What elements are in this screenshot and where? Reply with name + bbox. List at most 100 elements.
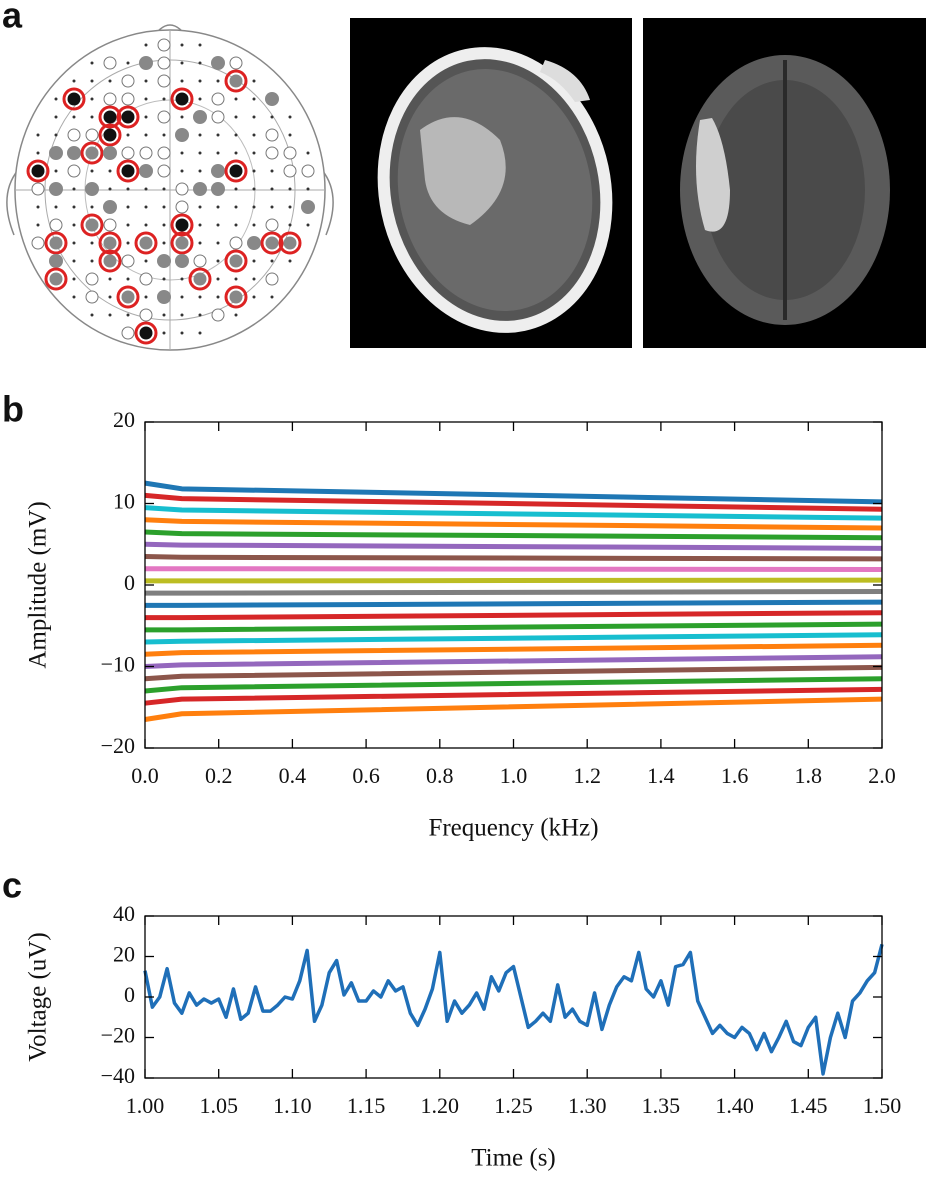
electrode: [175, 236, 189, 250]
electrode: [234, 205, 238, 209]
electrode: [216, 259, 220, 263]
electrode: [67, 92, 81, 106]
electrode: [175, 128, 189, 142]
x-tick-label: 1.40: [715, 1093, 754, 1118]
electrode: [229, 290, 243, 304]
electrode: [72, 223, 76, 227]
electrode: [216, 295, 220, 299]
electrode: [139, 146, 153, 160]
electrode: [234, 187, 238, 191]
electrode: [283, 164, 297, 178]
electrode: [270, 205, 274, 209]
x-tick-label: 1.25: [494, 1093, 533, 1118]
electrode: [85, 128, 99, 142]
electrode-ring: [224, 69, 248, 93]
electrode: [193, 182, 207, 196]
electrode: [121, 164, 135, 178]
data-line: [144, 642, 883, 657]
electrode: [252, 205, 256, 209]
electrode: [229, 56, 243, 70]
electrode: [72, 205, 76, 209]
electrode: [252, 133, 256, 137]
electrode: [126, 223, 130, 227]
y-tick-label: −10: [101, 652, 135, 677]
electrode: [216, 277, 220, 281]
electrode: [144, 79, 148, 83]
electrode: [108, 277, 112, 281]
x-tick-label: 2.0: [868, 763, 896, 788]
electrode-ring: [278, 231, 302, 255]
electrode-map: [6, 24, 334, 351]
electrode: [108, 169, 112, 173]
x-tick-label: 1.00: [126, 1093, 165, 1118]
electrode-ring: [224, 159, 248, 183]
electrode-ring: [62, 87, 86, 111]
electrode: [229, 164, 243, 178]
electrode: [144, 97, 148, 101]
electrode: [198, 223, 202, 227]
x-axis-label: Frequency (kHz): [428, 815, 598, 842]
electrode: [211, 56, 225, 70]
electrode: [265, 146, 279, 160]
plot-frame: [144, 915, 883, 1079]
electrode: [49, 218, 63, 232]
electrode: [144, 205, 148, 209]
x-tick-label: 1.4: [647, 763, 675, 788]
electrode: [126, 277, 130, 281]
electrode: [72, 115, 76, 119]
electrode: [139, 164, 153, 178]
electrode: [229, 74, 243, 88]
x-tick-label: 1.50: [863, 1093, 902, 1118]
electrode: [49, 146, 63, 160]
electrode: [144, 133, 148, 137]
electrode: [306, 223, 310, 227]
electrode: [31, 236, 45, 250]
electrode: [265, 128, 279, 142]
electrode: [67, 164, 81, 178]
x-tick-label: 1.05: [199, 1093, 238, 1118]
x-tick-label: 0.8: [426, 763, 454, 788]
data-line: [144, 632, 883, 645]
x-tick-label: 0.4: [279, 763, 307, 788]
electrode: [162, 187, 166, 191]
electrode: [144, 115, 148, 119]
electrode: [198, 79, 202, 83]
electrode: [283, 236, 297, 250]
electrode: [90, 115, 94, 119]
electrode: [126, 187, 130, 191]
electrode: [265, 218, 279, 232]
electrode: [49, 254, 63, 268]
electrode: [103, 146, 117, 160]
electrode: [306, 151, 310, 155]
electrode: [103, 56, 117, 70]
electrode: [139, 272, 153, 286]
data-line: [144, 492, 883, 512]
electrode: [198, 331, 202, 335]
electrode: [216, 205, 220, 209]
x-tick-label: 1.2: [573, 763, 601, 788]
electrode: [180, 277, 184, 281]
electrode: [157, 146, 171, 160]
panel-label: c: [2, 865, 22, 906]
mri-image: [643, 18, 926, 348]
electrode: [252, 259, 256, 263]
electrode: [180, 79, 184, 83]
electrode: [252, 97, 256, 101]
data-line: [145, 566, 883, 573]
y-tick-label: −20: [101, 733, 135, 758]
electrode: [288, 259, 292, 263]
electrode: [234, 151, 238, 155]
x-axis-label: Time (s): [471, 1145, 556, 1172]
electrode: [72, 187, 76, 191]
electrode: [36, 223, 40, 227]
electrode-ring: [134, 231, 158, 255]
electrode: [198, 133, 202, 137]
electrode: [126, 241, 130, 245]
electrode: [252, 79, 256, 83]
electrode: [270, 259, 274, 263]
x-tick-label: 1.0: [500, 763, 528, 788]
electrode: [301, 164, 315, 178]
electrode: [252, 115, 256, 119]
x-tick-label: 1.30: [568, 1093, 607, 1118]
